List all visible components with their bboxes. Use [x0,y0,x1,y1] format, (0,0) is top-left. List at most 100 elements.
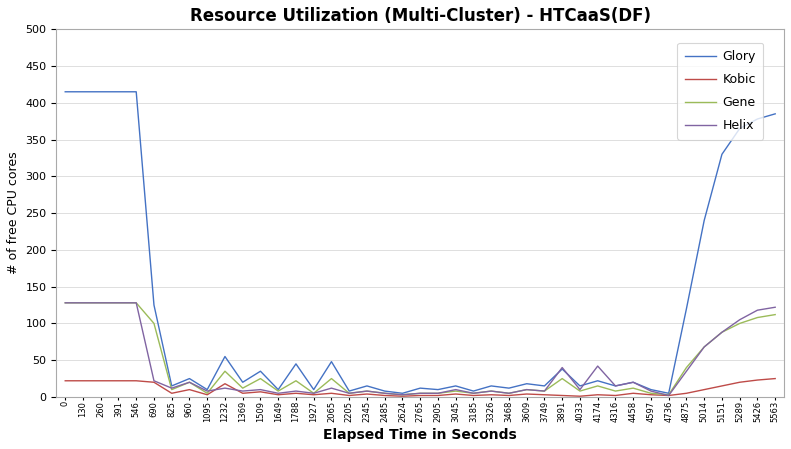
Title: Resource Utilization (Multi-Cluster) - HTCaaS(DF): Resource Utilization (Multi-Cluster) - H… [190,7,651,25]
Helix [753,308,763,313]
Gene [646,391,656,396]
Glory [255,369,265,374]
Glory [398,391,407,396]
Kobic [380,393,389,398]
Helix [327,385,336,391]
Kobic [699,387,709,392]
Gene [664,392,673,397]
Helix [255,387,265,392]
Glory [469,388,479,394]
Kobic [504,393,513,398]
Glory [344,388,354,394]
Gene [451,388,460,394]
Helix [735,317,744,322]
Gene [274,388,283,394]
Gene [380,391,389,396]
Helix [646,388,656,394]
Kobic [522,392,532,397]
Glory [149,302,159,308]
Kobic [486,392,496,397]
Kobic [611,393,620,398]
Gene [558,376,567,381]
Glory [522,381,532,387]
Glory [185,376,195,381]
Helix [575,387,585,392]
Helix [167,385,176,391]
Glory [753,116,763,122]
Kobic [646,392,656,397]
Kobic [344,393,354,398]
Glory [291,361,301,366]
Glory [717,152,727,157]
Gene [539,388,549,394]
Glory [646,387,656,392]
Glory [433,387,443,392]
Glory [78,89,88,94]
Gene [522,387,532,392]
Helix [682,369,691,374]
Glory [628,379,638,385]
Gene [60,300,70,305]
Glory [114,89,123,94]
Glory [682,306,691,312]
Gene [167,387,176,392]
Helix [274,391,283,396]
Helix [611,383,620,389]
Glory [558,366,567,372]
Glory [220,354,229,359]
Kobic [628,391,638,396]
Kobic [238,391,248,396]
Kobic [770,376,780,381]
Kobic [469,393,479,398]
Kobic [575,393,585,399]
Kobic [558,393,567,398]
Gene [699,344,709,350]
Glory [96,89,105,94]
Helix [451,387,460,392]
Line: Gene: Gene [65,303,775,395]
Kobic [220,381,229,387]
Line: Kobic: Kobic [65,379,775,396]
Gene [131,300,141,305]
Helix [433,391,443,396]
Gene [202,391,212,396]
Glory [60,89,70,94]
Glory [362,383,372,389]
Gene [78,300,88,305]
Kobic [274,392,283,397]
Gene [735,321,744,326]
Glory [735,126,744,131]
Glory [451,383,460,389]
Gene [149,321,159,326]
Helix [362,388,372,394]
Kobic [682,391,691,396]
Gene [753,315,763,320]
Gene [344,391,354,396]
Helix [131,300,141,305]
Helix [380,391,389,396]
Kobic [398,393,407,399]
Glory [380,388,389,394]
Gene [415,391,425,396]
Kobic [255,389,265,395]
Helix [398,392,407,397]
Helix [220,385,229,391]
Kobic [78,378,88,383]
Gene [185,379,195,385]
Kobic [433,393,443,398]
Helix [78,300,88,305]
Gene [469,391,479,396]
Gene [309,391,319,396]
Glory [202,387,212,392]
Gene [362,388,372,394]
Helix [664,393,673,398]
Kobic [539,392,549,397]
Gene [220,369,229,374]
Helix [539,388,549,394]
Gene [291,378,301,383]
Helix [593,363,603,369]
Gene [255,376,265,381]
Glory [593,378,603,383]
Gene [717,330,727,335]
Gene [611,388,620,394]
